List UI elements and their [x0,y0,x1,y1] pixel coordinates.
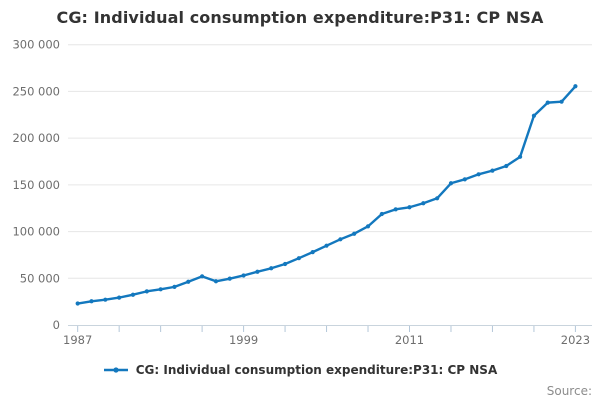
source-label: Source: [546,384,592,398]
data-point [421,201,426,206]
data-point [144,289,149,294]
x-axis-tick-label: 1999 [229,333,258,347]
data-point [296,256,301,261]
legend-dot [113,367,119,373]
data-point [213,279,219,284]
data-point [282,261,288,267]
y-axis-tick-label: 0 [53,318,60,332]
data-point [379,211,384,217]
data-point [531,113,537,118]
y-axis-tick-label: 250 000 [12,84,60,98]
y-axis-tick-label: 300 000 [12,38,60,52]
data-point [504,163,509,169]
x-axis-tick-label: 2023 [561,333,590,347]
data-point [435,196,440,201]
data-point [200,274,205,279]
legend-label: CG: Individual consumption expenditure:P… [135,363,498,377]
data-point [241,273,246,278]
legend: CG: Individual consumption expenditure:P… [0,363,600,377]
data-point [89,299,94,304]
data-point [130,292,136,297]
data-point [573,84,578,89]
data-point [545,100,550,105]
data-point [365,224,371,229]
data-point [518,154,523,159]
data-point [117,295,122,300]
x-axis-tick-label: 1987 [63,333,92,347]
legend-line-marker-icon [103,367,128,373]
data-point [324,243,329,248]
data-point [269,266,274,271]
data-point [476,172,481,177]
data-point [227,276,232,281]
data-line [76,85,577,305]
data-point [490,168,495,173]
chart-title: CG: Individual consumption expenditure:P… [56,8,544,27]
y-axis-tick-label: 50 000 [20,271,60,285]
data-point [103,297,108,302]
data-point [172,284,177,289]
y-axis-tick-label: 150 000 [12,178,60,192]
data-point [393,207,398,212]
x-axis-tick-label: 2011 [395,333,424,347]
data-point [338,237,343,242]
data-point [310,250,315,255]
data-point [158,287,163,292]
data-point [352,231,357,236]
data-point [462,177,467,182]
data-point [75,301,80,306]
data-point [448,181,454,186]
data-point [255,269,260,274]
y-axis-tick-label: 100 000 [12,225,60,239]
data-point [559,99,564,104]
data-point [407,205,412,210]
y-axis-tick-label: 200 000 [12,131,60,145]
data-point [186,279,191,284]
